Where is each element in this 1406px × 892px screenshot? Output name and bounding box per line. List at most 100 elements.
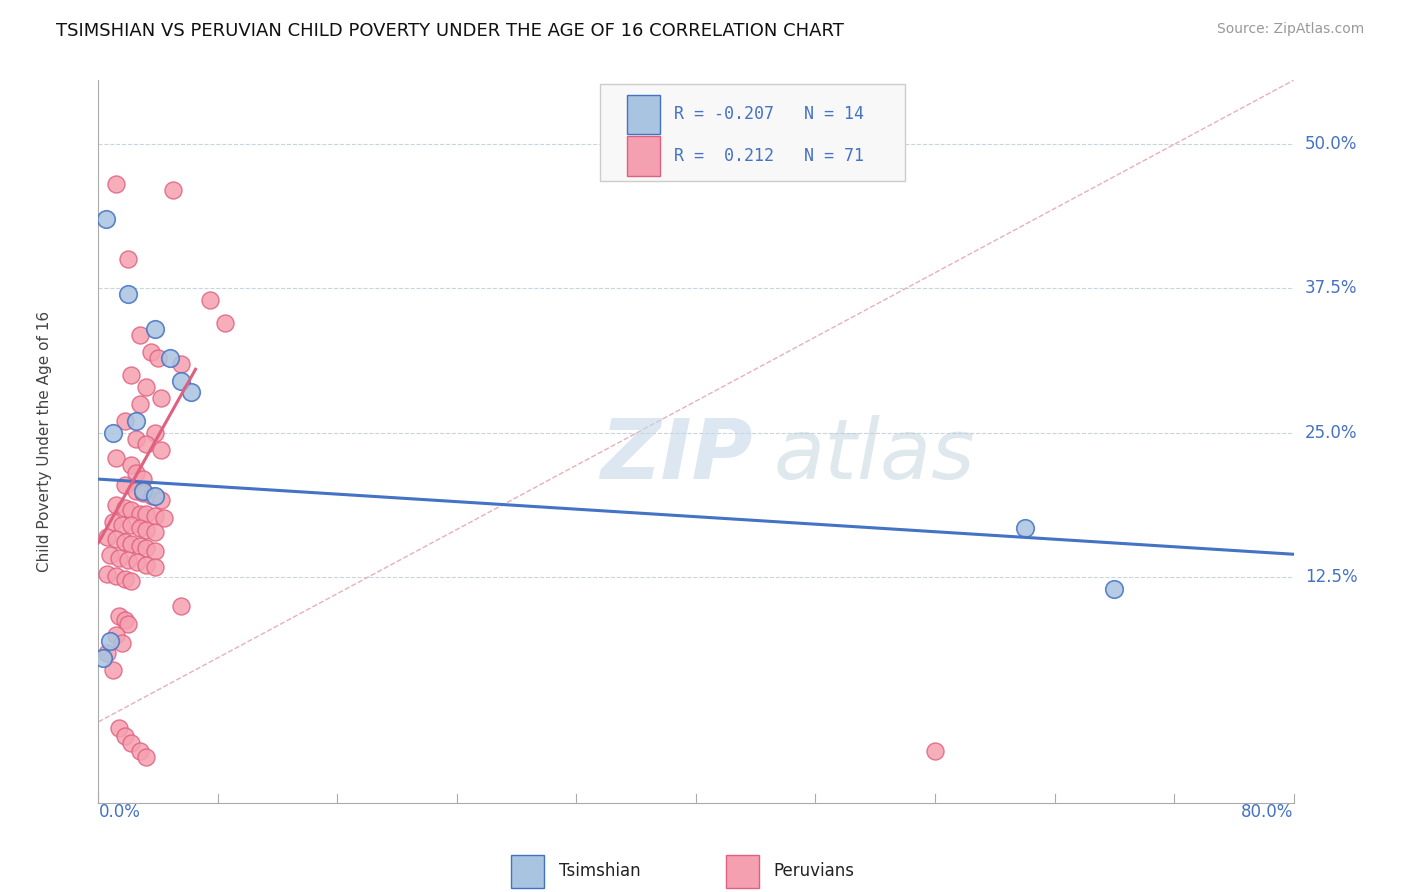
Point: [143, 322, 166, 336]
Point: [135, 749, 157, 764]
Point: [143, 509, 166, 524]
Point: [125, 414, 148, 428]
Point: [129, 744, 152, 758]
Point: [150, 443, 173, 458]
Point: [105, 569, 128, 583]
Point: [120, 574, 142, 588]
Point: [150, 391, 173, 405]
Point: [148, 351, 170, 365]
Point: [129, 327, 152, 342]
FancyBboxPatch shape: [627, 136, 661, 176]
Text: ZIP: ZIP: [600, 416, 754, 497]
Point: [129, 539, 152, 553]
Point: [132, 486, 155, 500]
Point: [180, 385, 202, 400]
Point: [108, 608, 131, 623]
Point: [117, 287, 139, 301]
FancyBboxPatch shape: [600, 84, 905, 181]
Point: [141, 490, 163, 504]
Point: [132, 483, 155, 498]
Point: [129, 397, 152, 411]
FancyBboxPatch shape: [510, 855, 544, 888]
Point: [120, 458, 142, 473]
Text: 0.0%: 0.0%: [98, 803, 141, 821]
Point: [114, 478, 136, 492]
Point: [98, 549, 122, 563]
Point: [143, 525, 166, 540]
FancyBboxPatch shape: [627, 95, 661, 135]
Point: [120, 537, 142, 551]
Text: R = -0.207   N = 14: R = -0.207 N = 14: [675, 105, 865, 123]
Text: Tsimshian: Tsimshian: [558, 863, 640, 880]
Point: [108, 721, 131, 735]
Point: [120, 518, 142, 533]
Text: Source: ZipAtlas.com: Source: ZipAtlas.com: [1216, 22, 1364, 37]
Point: [120, 503, 142, 517]
Point: [114, 501, 136, 516]
Text: R =  0.212   N = 71: R = 0.212 N = 71: [675, 147, 865, 165]
Point: [117, 252, 139, 267]
Text: atlas: atlas: [773, 416, 976, 497]
Point: [120, 736, 142, 750]
Point: [96, 530, 118, 544]
Point: [105, 498, 128, 512]
Point: [162, 183, 184, 197]
Point: [135, 507, 157, 521]
Point: [117, 553, 139, 567]
Point: [114, 613, 136, 627]
Point: [105, 628, 128, 642]
Text: 12.5%: 12.5%: [1305, 568, 1357, 586]
Point: [125, 467, 148, 481]
Point: [94, 212, 117, 227]
Point: [143, 543, 166, 558]
Point: [108, 550, 131, 565]
Point: [111, 636, 134, 650]
Point: [114, 414, 136, 428]
Text: 50.0%: 50.0%: [1305, 135, 1357, 153]
Point: [200, 293, 222, 307]
Point: [120, 368, 142, 382]
Point: [105, 451, 128, 466]
Text: 80.0%: 80.0%: [1241, 803, 1294, 821]
Point: [111, 518, 134, 533]
Point: [1104, 582, 1126, 596]
Point: [125, 432, 148, 446]
Point: [135, 541, 157, 556]
Text: Peruvians: Peruvians: [773, 863, 855, 880]
Point: [1014, 521, 1036, 535]
Point: [98, 634, 122, 648]
Point: [924, 744, 946, 758]
Point: [153, 511, 176, 525]
FancyBboxPatch shape: [725, 855, 759, 888]
Point: [135, 379, 157, 393]
Text: TSIMSHIAN VS PERUVIAN CHILD POVERTY UNDER THE AGE OF 16 CORRELATION CHART: TSIMSHIAN VS PERUVIAN CHILD POVERTY UNDE…: [56, 22, 844, 40]
Point: [129, 507, 152, 521]
Point: [125, 483, 148, 498]
Point: [96, 566, 118, 581]
Point: [91, 651, 114, 665]
Point: [117, 616, 139, 631]
Point: [169, 357, 191, 371]
Point: [114, 572, 136, 586]
Point: [96, 646, 118, 660]
Point: [114, 729, 136, 743]
Text: 37.5%: 37.5%: [1305, 279, 1357, 297]
Point: [114, 534, 136, 549]
Point: [139, 345, 162, 359]
Point: [103, 425, 125, 440]
Point: [214, 316, 236, 330]
Point: [135, 523, 157, 537]
Point: [143, 425, 166, 440]
Point: [105, 533, 128, 547]
Point: [135, 558, 157, 572]
Point: [169, 374, 191, 388]
Point: [143, 560, 166, 574]
Point: [132, 472, 155, 486]
Point: [159, 351, 181, 365]
Point: [103, 515, 125, 529]
Text: 25.0%: 25.0%: [1305, 424, 1357, 442]
Point: [169, 599, 191, 614]
Text: Child Poverty Under the Age of 16: Child Poverty Under the Age of 16: [37, 311, 52, 572]
Point: [143, 490, 166, 504]
Point: [103, 663, 125, 677]
